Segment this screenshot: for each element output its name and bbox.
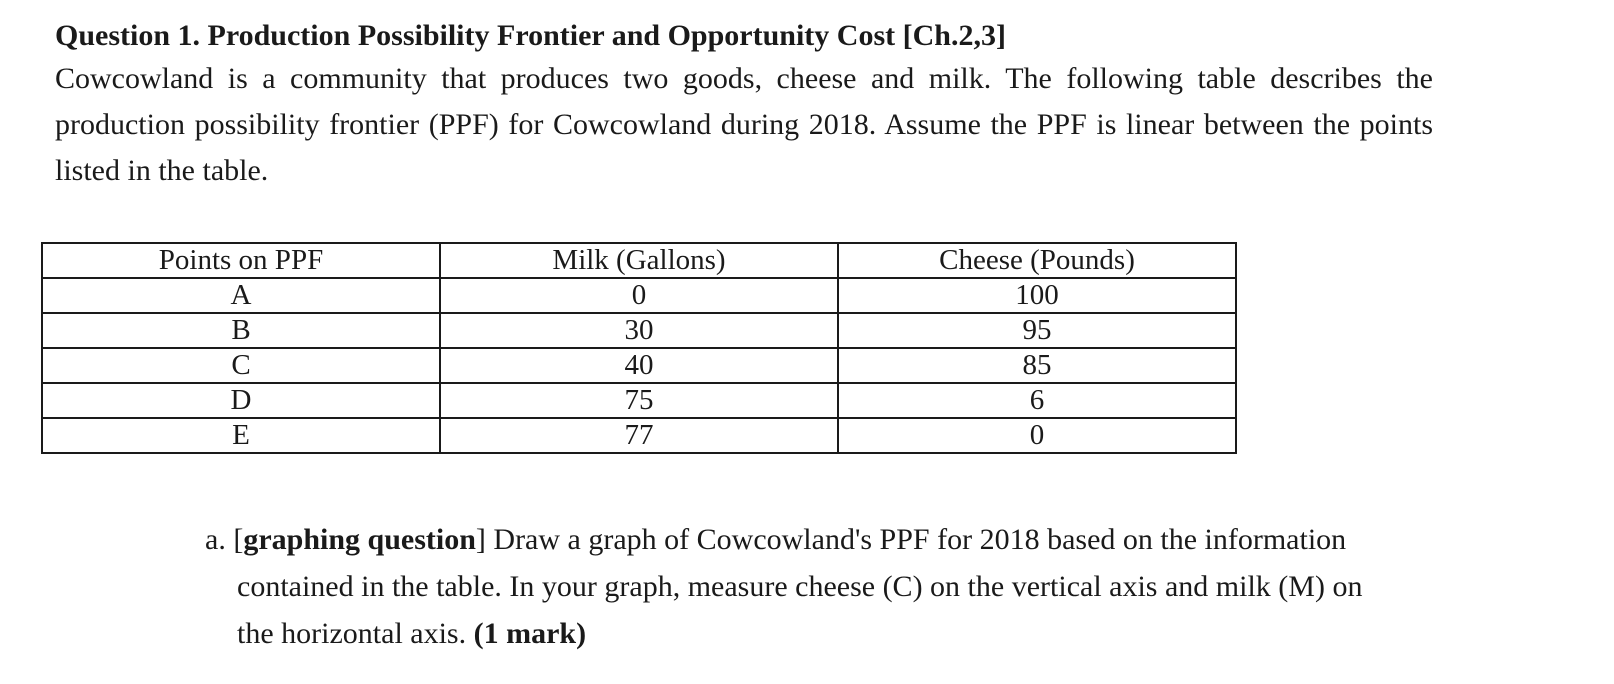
question-title: Question 1. Production Possibility Front… xyxy=(55,19,1006,52)
header-milk: Milk (Gallons) xyxy=(439,242,839,279)
cell-milk: 40 xyxy=(439,347,839,384)
part-a: a. [graphing question] Draw a graph of C… xyxy=(205,516,1365,657)
table-row: E 77 0 xyxy=(41,417,1237,454)
cell-point: A xyxy=(41,277,441,314)
part-a-instructions: Draw a graph of Cowcowland's PPF for 201… xyxy=(237,523,1363,650)
header-cheese: Cheese (Pounds) xyxy=(837,242,1237,279)
intro-paragraph: Cowcowland is a community that produces … xyxy=(55,62,1433,187)
cell-cheese: 95 xyxy=(837,312,1237,349)
cell-point: D xyxy=(41,382,441,419)
table-row: C 40 85 xyxy=(41,347,1237,384)
table-row: D 75 6 xyxy=(41,382,1237,419)
table-header-row: Points on PPF Milk (Gallons) Cheese (Pou… xyxy=(41,242,1237,279)
part-a-close-bracket: ] xyxy=(475,523,486,556)
cell-milk: 0 xyxy=(439,277,839,314)
part-a-marks: (1 mark) xyxy=(473,617,587,650)
part-a-label: a. xyxy=(205,523,226,556)
cell-cheese: 100 xyxy=(837,277,1237,314)
cell-point: B xyxy=(41,312,441,349)
part-a-text-block: a. [graphing question] Draw a graph of C… xyxy=(205,516,1365,657)
cell-milk: 77 xyxy=(439,417,839,454)
header-points: Points on PPF xyxy=(41,242,441,279)
cell-cheese: 85 xyxy=(837,347,1237,384)
cell-milk: 30 xyxy=(439,312,839,349)
part-a-open-bracket: [ xyxy=(233,523,244,556)
table-row: A 0 100 xyxy=(41,277,1237,314)
cell-cheese: 0 xyxy=(837,417,1237,454)
ppf-table: Points on PPF Milk (Gallons) Cheese (Pou… xyxy=(41,242,1237,454)
cell-milk: 75 xyxy=(439,382,839,419)
part-a-tag: graphing question xyxy=(243,523,476,556)
table-row: B 30 95 xyxy=(41,312,1237,349)
cell-point: E xyxy=(41,417,441,454)
cell-point: C xyxy=(41,347,441,384)
cell-cheese: 6 xyxy=(837,382,1237,419)
